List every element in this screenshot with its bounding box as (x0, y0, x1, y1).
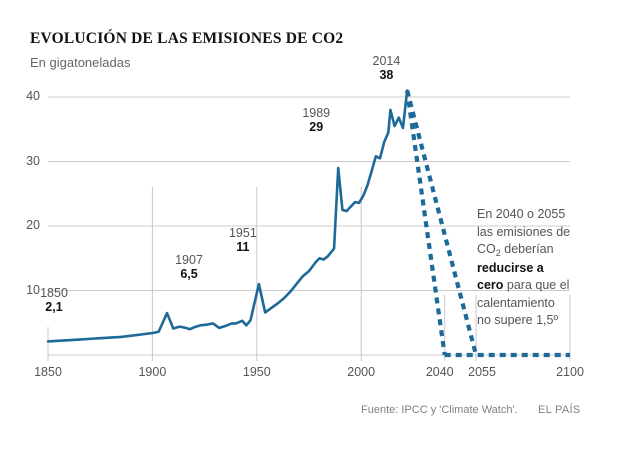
note-co2-subscript: 2 (495, 248, 501, 258)
x-axis-tick-label: 1850 (34, 365, 62, 379)
note-line-1: En 2040 o 2055 (477, 207, 566, 221)
y-axis-tick-label: 40 (26, 89, 40, 103)
note-line-5-rest: para que el (503, 278, 570, 292)
y-axis-tick-label: 20 (26, 218, 40, 232)
annotation-value: 6,5 (180, 267, 198, 282)
note-line-2: las emisiones de (477, 224, 571, 239)
note-line-3-pre: CO (477, 242, 496, 256)
note-bold-2: cero (477, 278, 504, 292)
series-line (405, 90, 479, 356)
data-point-annotation: 1850 2,1 (40, 286, 68, 315)
projection-note: En 2040 o 2055 las emisiones de CO2 debe… (477, 206, 617, 330)
publisher-brand: EL PAÍS (538, 404, 581, 416)
x-axis-tick-label: 2055 (468, 365, 496, 379)
data-point-annotation: 1989 29 (302, 106, 330, 135)
y-axis-tick-label: 10 (26, 282, 40, 297)
annotation-year: 1951 (228, 226, 257, 241)
series-line (46, 89, 409, 343)
annotation-value: 2,1 (45, 300, 63, 315)
annotation-value: 38 (379, 67, 394, 82)
annotation-value: 29 (309, 119, 324, 134)
annotation-year: 1850 (40, 286, 68, 301)
x-axis-tick-label: 1900 (138, 365, 167, 379)
x-axis-tick-label: 2100 (556, 365, 584, 379)
data-series (46, 89, 570, 358)
series-line (405, 90, 447, 356)
y-axis-tick-label: 30 (26, 153, 40, 168)
x-axis-tick-label: 2000 (347, 365, 376, 379)
source-credit: Fuente: IPCC y 'Climate Watch'. (361, 404, 518, 416)
annotation-year: 1907 (175, 253, 203, 268)
data-point-annotation: 1951 11 (229, 226, 257, 255)
note-line-7: no supere 1,5º (477, 313, 559, 327)
data-point-annotation: 1907 6,5 (175, 253, 203, 282)
annotation-year: 1989 (302, 105, 331, 120)
x-axis-tick-label: 1950 (242, 365, 271, 379)
x-axis-tick-label: 2040 (425, 365, 454, 379)
page-title: EVOLUCIÓN DE LAS EMISIONES DE CO2 (30, 30, 344, 47)
note-line-3-post: deberían (500, 242, 554, 256)
data-point-annotation: 2014 38 (373, 54, 401, 83)
gridlines (48, 96, 570, 356)
note-bold-1: reducirse a (477, 260, 544, 275)
chart-subtitle: En gigatoneladas (30, 55, 131, 70)
annotation-year: 2014 (372, 53, 401, 68)
note-line-6: calentamiento (477, 295, 555, 310)
annotation-value: 11 (236, 240, 250, 255)
